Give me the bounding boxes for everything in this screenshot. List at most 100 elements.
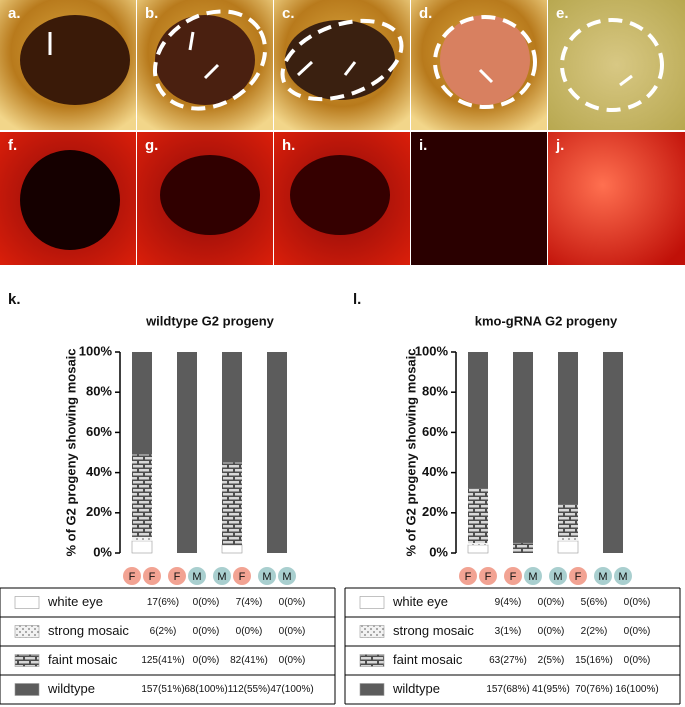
eye xyxy=(20,15,130,105)
sex-marker xyxy=(278,567,296,585)
table-cell: 0(0%) xyxy=(624,597,651,608)
y-tick-label: 20% xyxy=(422,504,448,519)
photo-panels xyxy=(0,0,685,265)
chart-title: wildtype G2 progeny xyxy=(145,313,275,328)
bar-segment xyxy=(558,352,578,505)
panel-label: k. xyxy=(8,291,21,308)
legend-swatch xyxy=(359,596,385,609)
table-cell: 0(0%) xyxy=(193,597,220,608)
bar-segment xyxy=(221,544,243,554)
y-tick-label: 20% xyxy=(86,504,112,519)
table-cell: 0(0%) xyxy=(624,655,651,666)
x-tick-label: M xyxy=(282,571,291,583)
sex-marker xyxy=(258,567,276,585)
sex-marker xyxy=(213,567,231,585)
panel-label: d. xyxy=(419,5,432,22)
panel-label: c. xyxy=(282,5,295,22)
x-tick-label: F xyxy=(149,571,156,583)
legend-swatch xyxy=(14,654,40,667)
x-tick-label: M xyxy=(192,571,201,583)
table-cell: 70(76%) xyxy=(575,684,613,695)
bar-segment xyxy=(467,544,489,554)
sex-marker xyxy=(504,567,522,585)
photo xyxy=(548,132,685,265)
sex-marker xyxy=(479,567,497,585)
x-tick-label: M xyxy=(553,571,562,583)
legend-label: strong mosaic xyxy=(393,623,474,638)
x-tick-label: M xyxy=(618,571,627,583)
panel-label: i. xyxy=(419,137,427,154)
bar-segment xyxy=(177,352,197,553)
panel-label: e. xyxy=(556,5,569,22)
sex-marker xyxy=(168,567,186,585)
table-cell: 0(0%) xyxy=(624,626,651,637)
bar-segment xyxy=(468,352,488,489)
x-tick-label: M xyxy=(528,571,537,583)
table-cell: 0(0%) xyxy=(236,626,263,637)
table-cell: 112(55%) xyxy=(228,684,271,695)
legend-label: wildtype xyxy=(392,681,440,696)
table-cell: 157(68%) xyxy=(486,684,529,695)
bar-segment xyxy=(603,352,623,553)
arrows xyxy=(48,31,633,87)
table-cell: 0(0%) xyxy=(538,597,565,608)
table-cell: 5(6%) xyxy=(581,597,608,608)
table-cell: 0(0%) xyxy=(538,626,565,637)
legend-label: faint mosaic xyxy=(48,652,118,667)
y-axis-label: % of G2 progeny showing mosaic xyxy=(403,348,418,556)
y-tick-label: 0% xyxy=(429,544,448,559)
x-tick-label: F xyxy=(575,571,582,583)
x-tick-label: F xyxy=(174,571,181,583)
photo xyxy=(411,132,547,265)
sex-marker xyxy=(123,567,141,585)
table-cell: 2(2%) xyxy=(581,626,608,637)
table-cell: 2(5%) xyxy=(538,655,565,666)
sex-marker xyxy=(569,567,587,585)
legend-label: strong mosaic xyxy=(48,623,129,638)
table-cell: 0(0%) xyxy=(193,655,220,666)
table-cell: 17(6%) xyxy=(147,597,179,608)
sex-marker xyxy=(233,567,251,585)
panel-label: h. xyxy=(282,137,295,154)
sex-marker xyxy=(549,567,567,585)
eye xyxy=(440,15,530,105)
y-tick-label: 0% xyxy=(93,544,112,559)
legend-label: white eye xyxy=(47,594,103,609)
x-tick-label: F xyxy=(129,571,136,583)
y-tick-label: 100% xyxy=(79,343,113,358)
panel-label: j. xyxy=(555,137,564,154)
y-tick-label: 60% xyxy=(86,424,112,439)
sex-marker xyxy=(459,567,477,585)
y-tick-label: 80% xyxy=(86,384,112,399)
bar-segment xyxy=(222,352,242,463)
sex-marker xyxy=(614,567,632,585)
panel-label: l. xyxy=(353,291,361,308)
legend-swatch xyxy=(359,625,385,638)
x-tick-label: F xyxy=(510,571,517,583)
table-cell: 6(2%) xyxy=(150,626,177,637)
bar-segment xyxy=(132,454,152,537)
bar-segment xyxy=(558,504,578,537)
sex-marker xyxy=(594,567,612,585)
sex-marker xyxy=(188,567,206,585)
panel-label: a. xyxy=(8,5,21,22)
table-cell: 125(41%) xyxy=(141,655,184,666)
table-cell: 63(27%) xyxy=(489,655,527,666)
panel-label: f. xyxy=(8,137,17,154)
legend-swatch xyxy=(14,596,40,609)
legend-label: white eye xyxy=(392,594,448,609)
sex-marker xyxy=(524,567,542,585)
x-tick-label: M xyxy=(598,571,607,583)
table-cell: 68(100%) xyxy=(184,684,227,695)
y-tick-label: 40% xyxy=(86,464,112,479)
bar-segment xyxy=(131,540,153,554)
y-tick-label: 40% xyxy=(422,464,448,479)
table-cell: 157(51%) xyxy=(141,684,184,695)
table-cell: 16(100%) xyxy=(615,684,658,695)
sex-marker xyxy=(143,567,161,585)
table-cell: 41(95%) xyxy=(532,684,570,695)
x-tick-label: M xyxy=(217,571,226,583)
bar-segment xyxy=(267,352,287,553)
table-cell: 0(0%) xyxy=(279,655,306,666)
